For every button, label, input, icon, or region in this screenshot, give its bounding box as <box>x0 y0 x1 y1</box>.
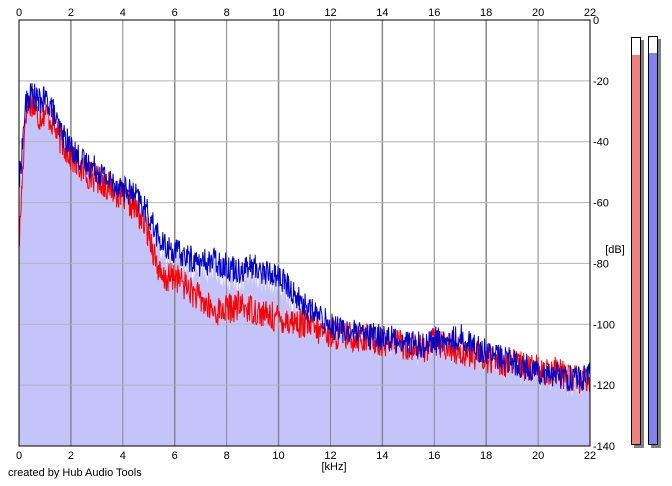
credit-text: created by Hub Audio Tools <box>8 467 142 479</box>
x-tick-label-bottom: 12 <box>324 450 336 462</box>
meter-left-frame <box>631 37 641 445</box>
y-axis-label: [dB] <box>605 244 625 256</box>
x-tick-label-bottom: 0 <box>16 450 22 462</box>
x-tick-label-top: 0 <box>16 7 22 19</box>
x-tick-label-bottom: 20 <box>532 450 544 462</box>
meter-right-frame <box>648 36 658 445</box>
level-meter-left <box>631 37 644 448</box>
x-tick-label-top: 10 <box>272 7 284 19</box>
y-tick-label: -20 <box>593 76 609 88</box>
x-tick-label-top: 16 <box>428 7 440 19</box>
y-tick-label: -120 <box>593 380 615 392</box>
level-meter-right <box>648 36 661 448</box>
x-tick-label-bottom: 2 <box>68 450 74 462</box>
x-axis-label: [kHz] <box>321 461 346 473</box>
plot-area-border <box>18 19 591 447</box>
y-tick-label: -80 <box>593 258 609 270</box>
x-tick-label-top: 6 <box>172 7 178 19</box>
x-tick-label-bottom: 16 <box>428 450 440 462</box>
meter-left-fill <box>632 55 640 444</box>
x-tick-label-bottom: 18 <box>480 450 492 462</box>
x-tick-label-bottom: 8 <box>224 450 230 462</box>
spectrum-fill-area <box>19 92 590 446</box>
x-tick-label-top: 12 <box>324 7 336 19</box>
x-tick-label-top: 20 <box>532 7 544 19</box>
x-tick-label-top: 14 <box>376 7 388 19</box>
y-tick-label: -40 <box>593 137 609 149</box>
x-tick-label-top: 2 <box>68 7 74 19</box>
y-tick-label: -60 <box>593 198 609 210</box>
x-tick-label-top: 4 <box>120 7 126 19</box>
x-tick-label-bottom: 6 <box>172 450 178 462</box>
series-line-right <box>18 82 591 392</box>
meter-right-fill <box>649 53 657 444</box>
x-tick-label-top: 8 <box>224 7 230 19</box>
x-tick-label-bottom: 14 <box>376 450 388 462</box>
y-tick-label: 0 <box>593 15 599 27</box>
x-tick-label-bottom: 4 <box>120 450 126 462</box>
y-tick-label: -100 <box>593 319 615 331</box>
y-tick-label: -140 <box>593 441 615 453</box>
x-tick-label-top: 18 <box>480 7 492 19</box>
x-tick-label-bottom: 22 <box>584 450 596 462</box>
x-tick-label-bottom: 10 <box>272 450 284 462</box>
x-tick-label-top: 22 <box>584 7 596 19</box>
